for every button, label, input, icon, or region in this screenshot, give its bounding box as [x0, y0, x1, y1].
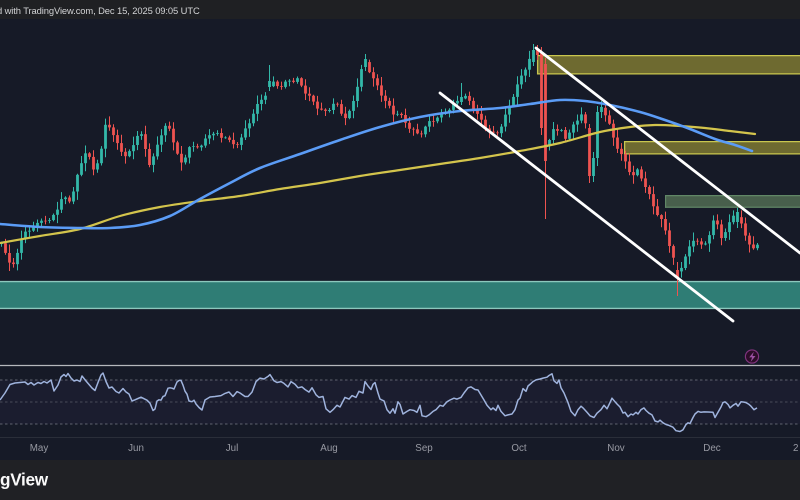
svg-text:Jul: Jul [226, 443, 239, 454]
svg-text:Nov: Nov [607, 443, 625, 454]
svg-text:Aug: Aug [320, 443, 337, 454]
svg-text:Sep: Sep [415, 443, 433, 454]
svg-text:Jun: Jun [128, 443, 144, 454]
svg-text:Dec: Dec [703, 443, 721, 454]
svg-text:2: 2 [793, 443, 798, 454]
svg-text:Oct: Oct [511, 443, 527, 454]
svg-text:d with TradingView.com, Dec 15: d with TradingView.com, Dec 15, 2025 09:… [0, 5, 200, 16]
svg-text:May: May [30, 443, 49, 454]
svg-text:gView: gView [0, 470, 49, 490]
